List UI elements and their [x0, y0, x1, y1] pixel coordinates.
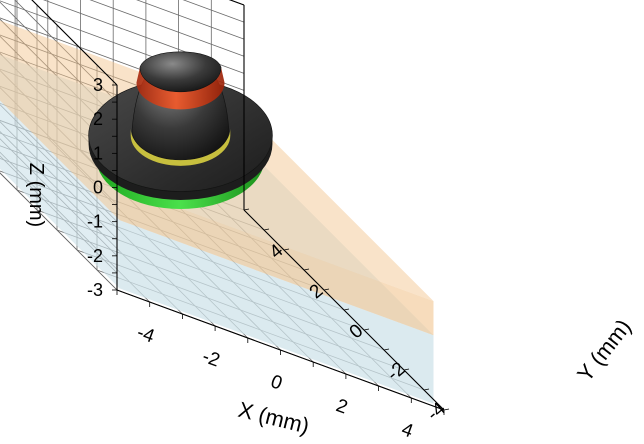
z-tick-label: 2 [93, 109, 103, 129]
red-ring [136, 67, 225, 110]
y-tick-mark [383, 348, 390, 351]
y-tick-mark [403, 368, 410, 371]
y-tick-mark [263, 228, 270, 231]
y-tick-mark [243, 208, 250, 211]
z-tick-label: 1 [93, 143, 103, 163]
objects-layer [0, 20, 434, 404]
dome-cap [139, 51, 222, 93]
x-axis-label: X (mm) [236, 397, 312, 439]
y-tick-mark [283, 248, 290, 251]
y-tick-mark [343, 308, 350, 311]
y-tick-mark [423, 388, 430, 391]
back-wall-gridline [182, 0, 245, 23]
frame-layer [31, 0, 450, 415]
x-tick-label: 0 [268, 371, 285, 394]
z-tick-label: -1 [87, 212, 103, 232]
back-wall-gridline [136, 0, 245, 40]
x-tick-label: -2 [199, 346, 222, 372]
x-tick-label: -4 [134, 322, 157, 348]
tissue-slab-left-face [0, 66, 120, 221]
y-tick-mark [363, 328, 370, 331]
x-tick-label: 4 [399, 419, 417, 442]
left-wall-gridline [14, 0, 118, 103]
left-wall-gridline [0, 172, 118, 291]
substrate-slab-front-face [119, 220, 434, 404]
z-tick-label: -3 [87, 280, 103, 300]
back-wall-gridline [89, 0, 245, 57]
x-tick-label: 2 [333, 395, 350, 418]
z-axis-label: Z (mm) [25, 163, 47, 227]
y-axis-label: Y (mm) [572, 314, 636, 386]
frame-edge [31, 0, 118, 86]
y-tick-mark [443, 408, 450, 411]
y-tick-label: -4 [423, 398, 450, 425]
yellow-ring [130, 128, 231, 166]
z-tick-label: -2 [87, 246, 103, 266]
substrate-slab-left-face [0, 100, 120, 289]
y-tick-mark [303, 268, 310, 271]
z-tick-label: 3 [93, 75, 103, 95]
tissue-slab-front-face [119, 185, 434, 336]
z-tick-label: 0 [93, 178, 103, 198]
y-tick-mark [323, 288, 330, 291]
